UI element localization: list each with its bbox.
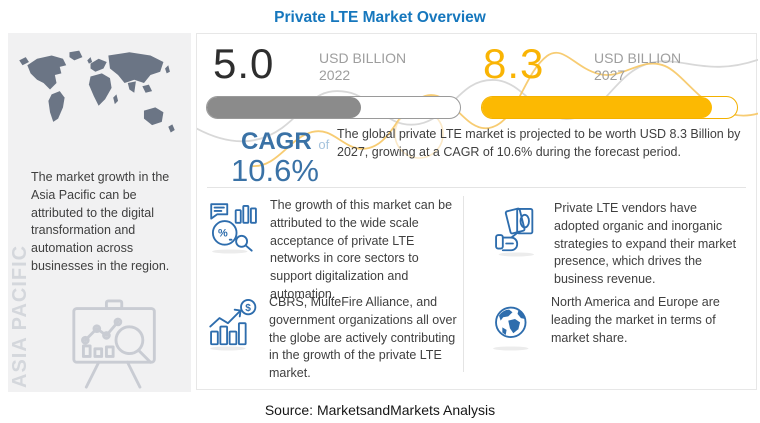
cagr-label: CAGR of [241, 128, 329, 156]
insight-item: $ CBRS, MulteFire Alliance, and governme… [206, 292, 460, 383]
market-bar-2022 [206, 96, 461, 119]
cagr-value: 10.6% [231, 153, 319, 188]
source-attribution: Source: MarketsandMarkets Analysis [264, 402, 496, 418]
market-bar-2027 [481, 96, 738, 119]
insight-text: The growth of this market can be attribu… [270, 198, 453, 301]
divider-vertical [463, 196, 464, 372]
region-label: ASIA PACIFIC [9, 244, 31, 388]
year-label: 2022 [319, 66, 351, 83]
insight-item: North America and Europe are leading the… [488, 292, 740, 356]
market-overview-panel: 5.0 USD BILLION 2022 8.3 USD BILLION 202… [196, 33, 758, 390]
market-value-2027: 8.3 [483, 40, 545, 87]
page-title: Private LTE Market Overview [274, 9, 486, 26]
unit-label: USD BILLION [594, 50, 682, 66]
cagr-of: of [318, 137, 330, 152]
region-panel: The market growth in the Asia Pacific ca… [8, 33, 191, 392]
insight-item: % The growth of this market can be attri… [207, 195, 461, 304]
insight-text: North America and Europe are leading the… [551, 295, 720, 345]
divider-horizontal [207, 187, 746, 188]
presentation-board-icon [72, 299, 156, 389]
insight-text: Private LTE vendors have adopted organic… [554, 201, 737, 286]
market-unit-2027: USD BILLION 2027 [594, 50, 681, 84]
unit-label: USD BILLION [319, 50, 407, 66]
world-map-image [19, 50, 175, 133]
market-bar-2027-fill [482, 97, 712, 118]
money-revenue-icon [491, 198, 545, 262]
cagr-description: The global private LTE market is project… [337, 127, 741, 159]
globe-icon [488, 292, 542, 356]
cagr-word: CAGR [241, 128, 312, 155]
market-analysis-icon: % [207, 195, 261, 259]
growth-chart-icon: $ [206, 292, 260, 356]
insight-item: Private LTE vendors have adopted organic… [491, 198, 743, 289]
svg-text:$: $ [245, 303, 251, 314]
insight-text: CBRS, MulteFire Alliance, and government… [269, 295, 457, 380]
market-bar-2022-fill [207, 97, 362, 118]
year-label: 2027 [594, 66, 626, 83]
region-insight-text: The market growth in the Asia Pacific ca… [31, 170, 170, 273]
market-value-2022: 5.0 [213, 40, 275, 87]
market-unit-2022: USD BILLION 2022 [319, 50, 406, 84]
svg-text:%: % [218, 227, 228, 239]
